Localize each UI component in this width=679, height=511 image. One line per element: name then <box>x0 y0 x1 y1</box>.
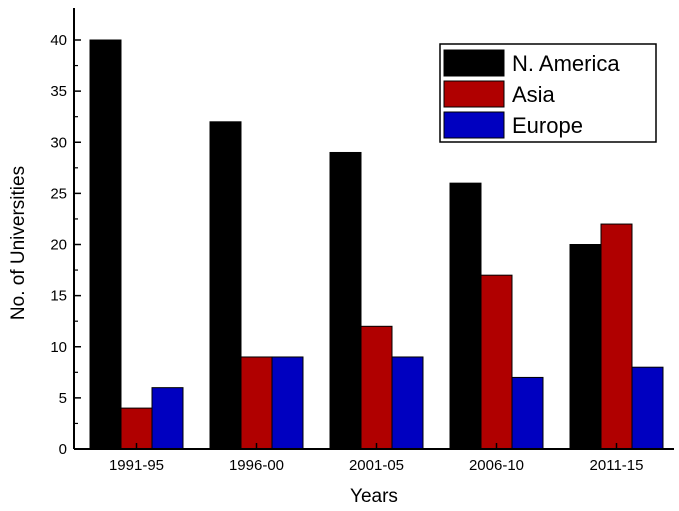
bar-n-america-2001-05 <box>329 151 362 450</box>
legend-label: Europe <box>512 113 583 138</box>
bar-n-america-1991-95 <box>89 39 122 450</box>
legend-swatch <box>443 111 505 139</box>
x-tick-label: 2011-15 <box>590 457 644 474</box>
legend: N. America Asia Europe <box>439 43 657 143</box>
y-ticks: 0 5 10 15 20 25 30 35 40 <box>50 32 81 458</box>
bar-asia-2006-10 <box>480 274 513 450</box>
legend-label: Asia <box>512 82 556 107</box>
y-tick-label: 25 <box>50 185 67 202</box>
bar-europe-2006-10 <box>511 376 544 450</box>
bar-europe-1996-00 <box>271 356 304 450</box>
legend-swatch <box>443 80 505 108</box>
legend-label: N. America <box>512 51 620 76</box>
y-tick-label: 20 <box>50 237 67 254</box>
bar-europe-2001-05 <box>391 356 424 450</box>
bar-europe-2011-15 <box>631 366 664 450</box>
y-tick-label: 40 <box>50 32 67 49</box>
bar-asia-1991-95 <box>120 407 153 450</box>
y-tick-label: 5 <box>59 390 67 407</box>
bar-n-america-2006-10 <box>449 182 482 450</box>
y-tick-label: 10 <box>50 339 67 356</box>
legend-swatch <box>443 49 505 77</box>
y-tick-label: 0 <box>59 441 67 458</box>
x-ticks: 1991-95 1996-00 2001-05 2006-10 2011-15 <box>109 443 644 474</box>
y-tick-label: 35 <box>50 83 67 100</box>
x-axis-title: Years <box>350 486 398 507</box>
bar-asia-1996-00 <box>240 356 273 450</box>
axes <box>73 8 674 450</box>
x-tick-label: 2001-05 <box>349 457 404 474</box>
bar-europe-1991-95 <box>151 387 184 450</box>
bar-asia-2001-05 <box>360 325 393 450</box>
bar-n-america-1996-00 <box>209 121 242 450</box>
y-tick-label: 15 <box>50 288 67 305</box>
bar-n-america-2011-15 <box>569 244 602 450</box>
bars <box>89 39 664 450</box>
x-tick-label: 2006-10 <box>469 457 524 474</box>
x-tick-label: 1996-00 <box>229 457 284 474</box>
x-tick-label: 1991-95 <box>109 457 164 474</box>
bar-asia-2011-15 <box>600 223 633 450</box>
y-axis-title: No. of Universities <box>8 166 29 320</box>
y-tick-label: 30 <box>50 134 67 151</box>
